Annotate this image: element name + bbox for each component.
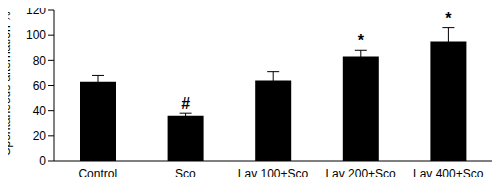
svg-text:20: 20 — [33, 129, 47, 143]
svg-text:Lav 400+Sco: Lav 400+Sco — [413, 167, 484, 177]
svg-text:Control: Control — [78, 167, 117, 177]
svg-text:Lav 200+Sco: Lav 200+Sco — [325, 167, 396, 177]
svg-text:0: 0 — [39, 154, 46, 168]
svg-text:Spontaneous alternation %: Spontaneous alternation % — [8, 11, 13, 155]
svg-text:*: * — [358, 32, 365, 49]
svg-text:80: 80 — [33, 54, 47, 68]
svg-text:40: 40 — [33, 104, 47, 118]
svg-text:Lav 100+Sco: Lav 100+Sco — [238, 167, 309, 177]
svg-text:100: 100 — [26, 28, 46, 42]
svg-text:60: 60 — [33, 79, 47, 93]
svg-text:#: # — [181, 95, 190, 112]
svg-text:Sco: Sco — [175, 167, 196, 177]
svg-text:*: * — [445, 10, 452, 27]
svg-text:120: 120 — [26, 8, 46, 17]
